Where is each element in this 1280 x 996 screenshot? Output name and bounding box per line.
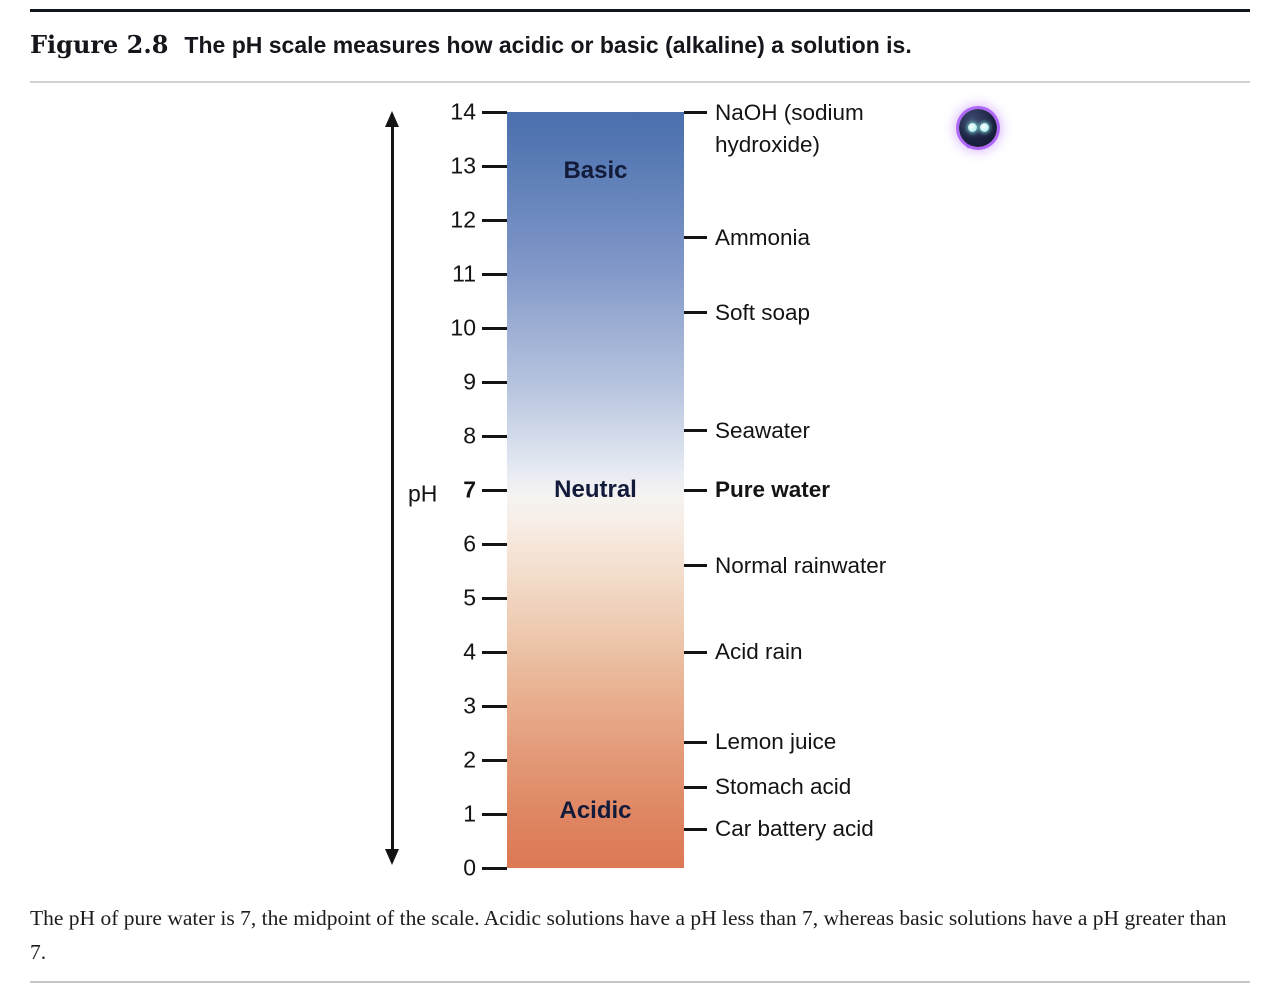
substance-tick-mark: [684, 827, 707, 831]
substance-tick-mark: [684, 236, 707, 240]
ph-tick-mark: [482, 218, 507, 222]
ph-gradient-bar: [507, 112, 684, 868]
ph-tick-mark: [482, 812, 507, 816]
substance-label: Pure water: [715, 477, 831, 502]
ph-tick-label: 3: [463, 692, 476, 719]
ph-tick-mark: [482, 758, 507, 762]
arrow-down-icon: [385, 849, 399, 865]
figure-heading: The pH scale measures how acidic or basi…: [184, 32, 912, 58]
ph-tick-mark: [482, 866, 507, 870]
ph-axis-label: pH: [408, 480, 438, 507]
ph-tick-mark: [482, 272, 507, 276]
substance-tick-mark: [684, 564, 707, 568]
substance-label: Lemon juice: [715, 729, 837, 755]
figure-title-row: Figure 2.8 The pH scale measures how aci…: [30, 30, 1250, 59]
ph-tick-mark: [482, 110, 507, 114]
chat-bubble-icon: [959, 109, 997, 147]
ph-tick-label: 6: [463, 530, 476, 557]
substance-label: NaOH (sodium hydroxide): [715, 100, 864, 157]
ph-tick-label: 9: [463, 368, 476, 395]
ph-tick-label: 1: [463, 800, 476, 827]
ph-tick-label: 5: [463, 584, 476, 611]
top-rule: [30, 9, 1250, 12]
zone-label-basic: Basic: [563, 157, 628, 185]
substance-tick-mark: [684, 110, 707, 114]
substance-label: Seawater: [715, 417, 811, 443]
ph-tick-mark: [482, 704, 507, 708]
substance-tick-mark: [684, 740, 707, 744]
ph-tick-label: 0: [463, 854, 476, 881]
ph-tick-label: 4: [463, 638, 476, 665]
substance-label: Stomach acid: [715, 774, 852, 799]
ph-tick-mark: [482, 596, 507, 600]
substance-tick-mark: [684, 650, 707, 654]
substance-label: Acid rain: [715, 639, 803, 664]
arrow-line: [391, 119, 394, 857]
ph-tick-label: 8: [463, 422, 476, 449]
ph-tick-mark: [482, 650, 507, 654]
ph-tick-label: 2: [463, 746, 476, 773]
substance-tick-mark: [684, 785, 707, 789]
chat-bubble-eye-icon: [980, 123, 989, 132]
substance-tick-mark: [684, 488, 707, 492]
ph-tick-mark: [482, 488, 507, 492]
figure-label: Figure 2.8: [30, 30, 169, 59]
chat-bubble-eye-icon: [968, 123, 977, 132]
zone-label-acidic: Acidic: [559, 797, 632, 825]
bottom-rule: [30, 981, 1250, 983]
ph-tick-label: 10: [450, 314, 476, 341]
ph-tick-label: 11: [452, 260, 476, 287]
ph-tick-label: 12: [450, 206, 476, 233]
substance-label: Soft soap: [715, 299, 811, 325]
zone-label-neutral: Neutral: [554, 476, 637, 503]
ph-tick-label: 14: [450, 98, 476, 125]
ph-tick-mark: [482, 542, 507, 546]
ph-axis-arrow: [385, 111, 400, 865]
substance-tick-mark: [684, 429, 707, 433]
assistant-chat-icon[interactable]: [956, 106, 1000, 150]
title-divider: [30, 81, 1250, 83]
ph-tick-mark: [482, 164, 507, 168]
figure-caption: The pH of pure water is 7, the midpoint …: [30, 906, 1227, 964]
substance-tick-mark: [684, 311, 707, 315]
ph-tick-label: 7: [463, 476, 476, 503]
substance-label: Car battery acid: [715, 816, 874, 842]
substance-label: Normal rainwater: [715, 552, 887, 578]
ph-tick-label: 13: [450, 152, 476, 179]
ph-tick-mark: [482, 380, 507, 384]
ph-tick-mark: [482, 326, 507, 330]
ph-tick-mark: [482, 434, 507, 438]
substance-label: Ammonia: [715, 224, 811, 250]
